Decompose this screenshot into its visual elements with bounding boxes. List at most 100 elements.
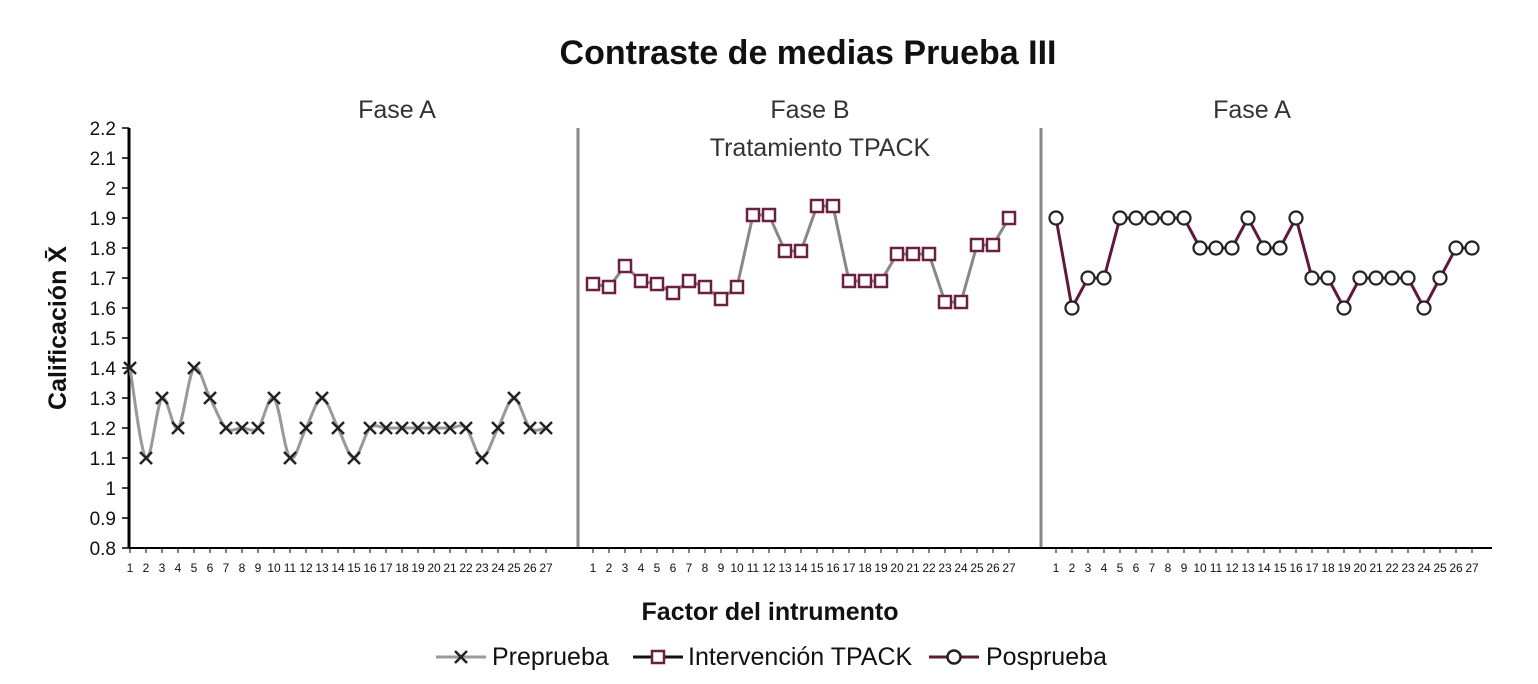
x-tick-label: 6 bbox=[670, 561, 677, 575]
x-tick-label: 21 bbox=[443, 561, 457, 575]
x-tick-label: 5 bbox=[191, 561, 198, 575]
x-tick-label: 7 bbox=[223, 561, 230, 575]
data-point-intervencion bbox=[761, 207, 777, 223]
data-point-posprueba bbox=[1304, 270, 1320, 286]
data-point-intervencion bbox=[601, 279, 617, 295]
data-point-preprueba bbox=[331, 421, 345, 435]
data-point-intervencion bbox=[617, 258, 633, 274]
data-point-intervencion bbox=[809, 198, 825, 214]
x-tick-label: 20 bbox=[427, 561, 441, 575]
x-tick-label: 8 bbox=[1165, 561, 1172, 575]
x-tick-label: 11 bbox=[747, 561, 760, 575]
data-point-posprueba bbox=[1400, 270, 1416, 286]
circle-marker-icon bbox=[946, 649, 962, 665]
data-point-posprueba bbox=[1320, 270, 1336, 286]
x-tick-label: 19 bbox=[411, 561, 425, 575]
y-tick-label: 2.1 bbox=[90, 149, 116, 170]
data-point-posprueba bbox=[1448, 240, 1464, 256]
data-point-intervencion bbox=[745, 207, 761, 223]
data-point-posprueba bbox=[1224, 240, 1240, 256]
x-tick-label: 10 bbox=[730, 561, 744, 575]
data-point-intervencion bbox=[905, 246, 921, 262]
legend-label-intervencion: Intervención TPACK bbox=[688, 643, 913, 671]
data-point-intervencion bbox=[665, 285, 681, 301]
x-tick-label: 15 bbox=[347, 561, 361, 575]
data-point-posprueba bbox=[1384, 270, 1400, 286]
x-tick-label: 19 bbox=[874, 561, 888, 575]
data-point-posprueba bbox=[1144, 210, 1160, 226]
x-tick-label: 4 bbox=[1101, 561, 1108, 575]
data-point-preprueba bbox=[363, 421, 377, 435]
x-tick-label: 20 bbox=[1353, 561, 1367, 575]
x-tick-label: 1 bbox=[127, 561, 134, 575]
y-tick-label: 1.6 bbox=[90, 299, 116, 320]
x-tick-label: 4 bbox=[638, 561, 645, 575]
x-tick-label: 5 bbox=[1117, 561, 1124, 575]
x-tick-label: 15 bbox=[1273, 561, 1287, 575]
x-tick-label: 20 bbox=[890, 561, 904, 575]
data-point-intervencion bbox=[585, 276, 601, 292]
data-point-preprueba bbox=[347, 451, 361, 465]
data-point-posprueba bbox=[1064, 300, 1080, 316]
y-tick-label: 1.8 bbox=[90, 239, 116, 260]
data-point-intervencion bbox=[649, 276, 665, 292]
x-axis-title: Factor del intrumento bbox=[642, 598, 899, 626]
data-point-preprueba bbox=[171, 421, 185, 435]
y-axis-title: Calificación X̄ bbox=[43, 246, 72, 410]
y-tick-label: 2.2 bbox=[90, 119, 116, 140]
data-point-preprueba bbox=[123, 361, 137, 375]
x-tick-label: 2 bbox=[606, 561, 613, 575]
x-tick-label: 26 bbox=[1449, 561, 1463, 575]
data-point-preprueba bbox=[379, 421, 393, 435]
y-tick-label: 1.3 bbox=[90, 389, 116, 410]
data-point-preprueba bbox=[139, 451, 153, 465]
x-tick-label: 9 bbox=[255, 561, 262, 575]
data-point-preprueba bbox=[523, 421, 537, 435]
data-point-preprueba bbox=[267, 391, 281, 405]
data-point-intervencion bbox=[857, 273, 873, 289]
x-tick-label: 6 bbox=[1133, 561, 1140, 575]
series-layer bbox=[123, 198, 1480, 465]
x-tick-label: 14 bbox=[331, 561, 345, 575]
data-point-preprueba bbox=[315, 391, 329, 405]
x-tick-label: 19 bbox=[1337, 561, 1351, 575]
x-tick-label: 22 bbox=[1385, 561, 1399, 575]
legend-label-posprueba: Posprueba bbox=[986, 643, 1107, 671]
x-tick-label: 26 bbox=[523, 561, 537, 575]
y-tick-label: 0.8 bbox=[90, 539, 116, 560]
data-point-preprueba bbox=[155, 391, 169, 405]
data-point-posprueba bbox=[1112, 210, 1128, 226]
data-point-preprueba bbox=[203, 391, 217, 405]
data-point-posprueba bbox=[1048, 210, 1064, 226]
y-ticks: 0.8 0.9 1 1.1 1.2 1.3 1.4 1.5 1.6 1.7 1.8 1.9 2 2.1 2.… bbox=[90, 119, 129, 560]
data-point-preprueba bbox=[539, 421, 553, 435]
x-tick-label: 17 bbox=[1305, 561, 1319, 575]
data-point-posprueba bbox=[1160, 210, 1176, 226]
data-point-intervencion bbox=[953, 294, 969, 310]
y-tick-label: 0.9 bbox=[90, 509, 116, 530]
data-point-posprueba bbox=[1256, 240, 1272, 256]
legend-item-intervencion: Intervención TPACK bbox=[633, 643, 913, 671]
x-tick-label: 25 bbox=[507, 561, 521, 575]
series-line-3 bbox=[1054, 213, 1472, 313]
data-point-preprueba bbox=[299, 421, 313, 435]
data-point-posprueba bbox=[1240, 210, 1256, 226]
data-point-preprueba bbox=[283, 451, 297, 465]
data-point-intervencion bbox=[825, 198, 841, 214]
x-tick-label: 3 bbox=[1085, 561, 1092, 575]
data-point-posprueba bbox=[1336, 300, 1352, 316]
x-tick-label: 21 bbox=[1369, 561, 1383, 575]
data-point-intervencion bbox=[841, 273, 857, 289]
legend-item-posprueba: Posprueba bbox=[929, 643, 1107, 671]
data-point-posprueba bbox=[1080, 270, 1096, 286]
x-tick-label: 5 bbox=[654, 561, 661, 575]
data-point-intervencion bbox=[697, 279, 713, 295]
data-point-posprueba bbox=[1288, 210, 1304, 226]
x-tick-label: 27 bbox=[1002, 561, 1016, 575]
x-tick-label: 17 bbox=[842, 561, 856, 575]
x-tick-label: 25 bbox=[970, 561, 984, 575]
x-tick-label: 24 bbox=[491, 561, 505, 575]
square-marker-icon bbox=[650, 649, 666, 665]
x-tick-label: 23 bbox=[1401, 561, 1415, 575]
x-tick-label: 14 bbox=[1257, 561, 1271, 575]
